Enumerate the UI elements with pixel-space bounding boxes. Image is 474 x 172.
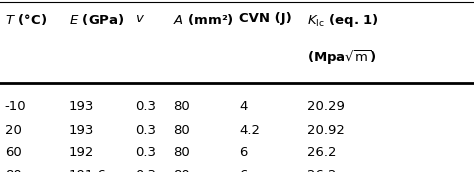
Text: CVN (J): CVN (J) bbox=[239, 12, 292, 25]
Text: 60: 60 bbox=[5, 146, 21, 159]
Text: 192: 192 bbox=[69, 146, 94, 159]
Text: 193: 193 bbox=[69, 100, 94, 113]
Text: 20.92: 20.92 bbox=[307, 124, 345, 137]
Text: 80: 80 bbox=[173, 124, 190, 137]
Text: 80: 80 bbox=[5, 169, 21, 172]
Text: 193: 193 bbox=[69, 124, 94, 137]
Text: 0.3: 0.3 bbox=[135, 100, 156, 113]
Text: 26.2: 26.2 bbox=[307, 169, 337, 172]
Text: $\mathit{A}$ (mm²): $\mathit{A}$ (mm²) bbox=[173, 12, 234, 27]
Text: (Mpa$\sqrt{{\rm m}}$): (Mpa$\sqrt{{\rm m}}$) bbox=[307, 48, 376, 67]
Text: 191.6: 191.6 bbox=[69, 169, 107, 172]
Text: 20: 20 bbox=[5, 124, 22, 137]
Text: 0.3: 0.3 bbox=[135, 124, 156, 137]
Text: 6: 6 bbox=[239, 146, 248, 159]
Text: $\mathit{v}$: $\mathit{v}$ bbox=[135, 12, 145, 25]
Text: 80: 80 bbox=[173, 100, 190, 113]
Text: 26.2: 26.2 bbox=[307, 146, 337, 159]
Text: 4: 4 bbox=[239, 100, 248, 113]
Text: $\mathit{K}_{\rm Ic}$ (eq. 1): $\mathit{K}_{\rm Ic}$ (eq. 1) bbox=[307, 12, 379, 29]
Text: $\mathit{E}$ (GPa): $\mathit{E}$ (GPa) bbox=[69, 12, 124, 27]
Text: 0.3: 0.3 bbox=[135, 146, 156, 159]
Text: -10: -10 bbox=[5, 100, 27, 113]
Text: 20.29: 20.29 bbox=[307, 100, 345, 113]
Text: 80: 80 bbox=[173, 169, 190, 172]
Text: 6: 6 bbox=[239, 169, 248, 172]
Text: 80: 80 bbox=[173, 146, 190, 159]
Text: 4.2: 4.2 bbox=[239, 124, 260, 137]
Text: $\mathit{T}$ (°C): $\mathit{T}$ (°C) bbox=[5, 12, 47, 27]
Text: 0.3: 0.3 bbox=[135, 169, 156, 172]
